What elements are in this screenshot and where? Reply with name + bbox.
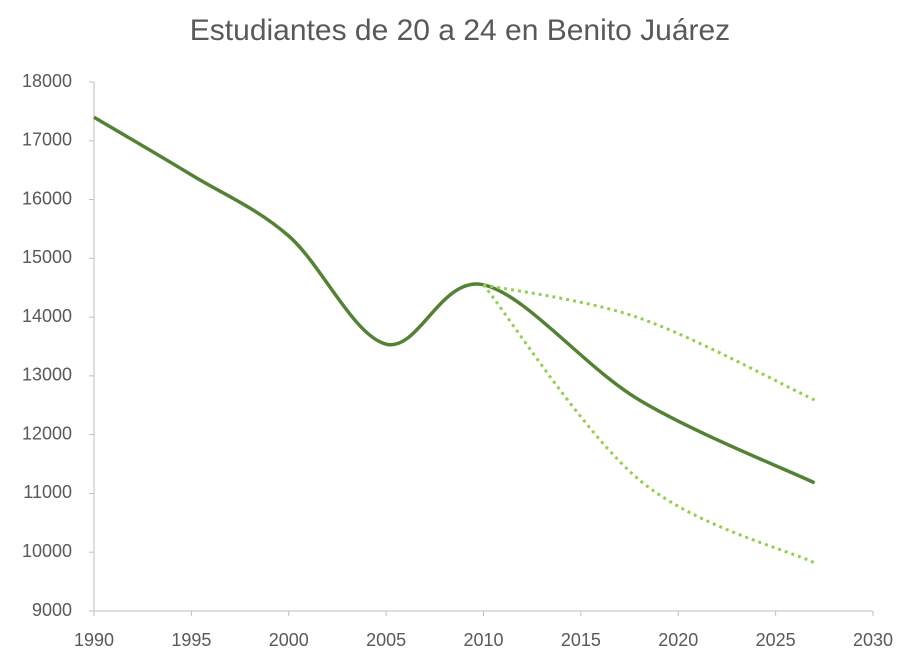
y-tick-label: 15000 — [22, 247, 72, 267]
x-tick-label: 2010 — [463, 630, 503, 650]
x-tick-label: 2015 — [561, 630, 601, 650]
y-tick-label: 14000 — [22, 306, 72, 326]
x-tick-label: 2000 — [269, 630, 309, 650]
y-tick-label: 9000 — [32, 600, 72, 620]
y-tick-label: 17000 — [22, 130, 72, 150]
line — [482, 283, 816, 565]
x-tick-label: 2030 — [853, 630, 893, 650]
line — [93, 115, 816, 485]
x-tick-label: 2020 — [658, 630, 698, 650]
y-tick-label: 10000 — [22, 541, 72, 561]
y-tick-label: 16000 — [22, 188, 72, 208]
y-tick-label: 12000 — [22, 423, 72, 443]
y-tick-label: 18000 — [22, 71, 72, 91]
y-tick-label: 11000 — [23, 482, 72, 502]
x-tick-label: 2005 — [366, 630, 406, 650]
chart-title: Estudiantes de 20 a 24 en Benito Juárez — [190, 14, 730, 47]
x-tick-label: 1995 — [171, 630, 211, 650]
line — [483, 283, 816, 402]
x-tick-label: 2025 — [756, 630, 796, 650]
y-tick-label: 13000 — [22, 365, 72, 385]
x-tick-label: 1990 — [74, 630, 114, 650]
